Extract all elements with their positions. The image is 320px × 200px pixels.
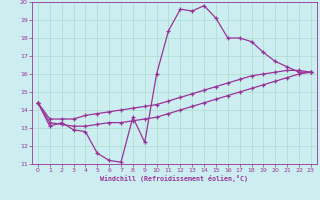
X-axis label: Windchill (Refroidissement éolien,°C): Windchill (Refroidissement éolien,°C) <box>100 175 248 182</box>
